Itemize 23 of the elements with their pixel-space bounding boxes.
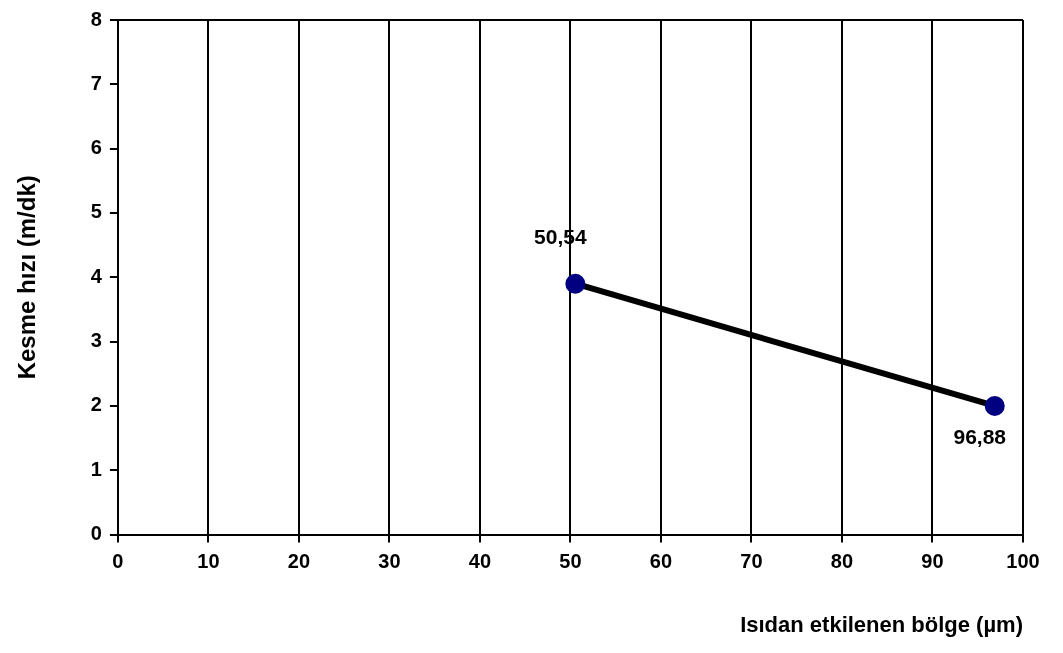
x-tick-label: 10 xyxy=(197,550,220,573)
x-tick-label: 60 xyxy=(649,550,673,573)
x-tick-label: 90 xyxy=(921,550,944,573)
x-tick-label: 70 xyxy=(740,550,763,573)
x-tick-label: 20 xyxy=(287,550,311,573)
x-tick-label: 40 xyxy=(468,550,492,573)
x-tick-label: 50 xyxy=(559,550,582,573)
y-tick-label: 4 xyxy=(90,264,103,287)
y-tick-label: 1 xyxy=(90,457,102,480)
x-tick-label: 0 xyxy=(112,550,124,573)
y-tick-label: 3 xyxy=(90,329,102,352)
y-tick-label: 7 xyxy=(90,71,102,94)
y-tick-label: 6 xyxy=(90,136,102,159)
y-axis-title: Kesme hızı (m/dk) xyxy=(13,175,41,380)
x-tick-label: 80 xyxy=(830,550,854,573)
x-axis-title: Isıdan etkilenen bölge (µm) xyxy=(740,611,1023,637)
x-tick-label: 30 xyxy=(378,550,401,573)
x-tick-label: 100 xyxy=(1006,550,1040,573)
annotation: 96,88 xyxy=(953,425,1007,449)
y-tick-label: 2 xyxy=(90,393,102,416)
y-tick-label: 0 xyxy=(90,522,102,545)
y-tick-label: 8 xyxy=(90,7,102,30)
y-tick-label: 5 xyxy=(90,200,102,223)
